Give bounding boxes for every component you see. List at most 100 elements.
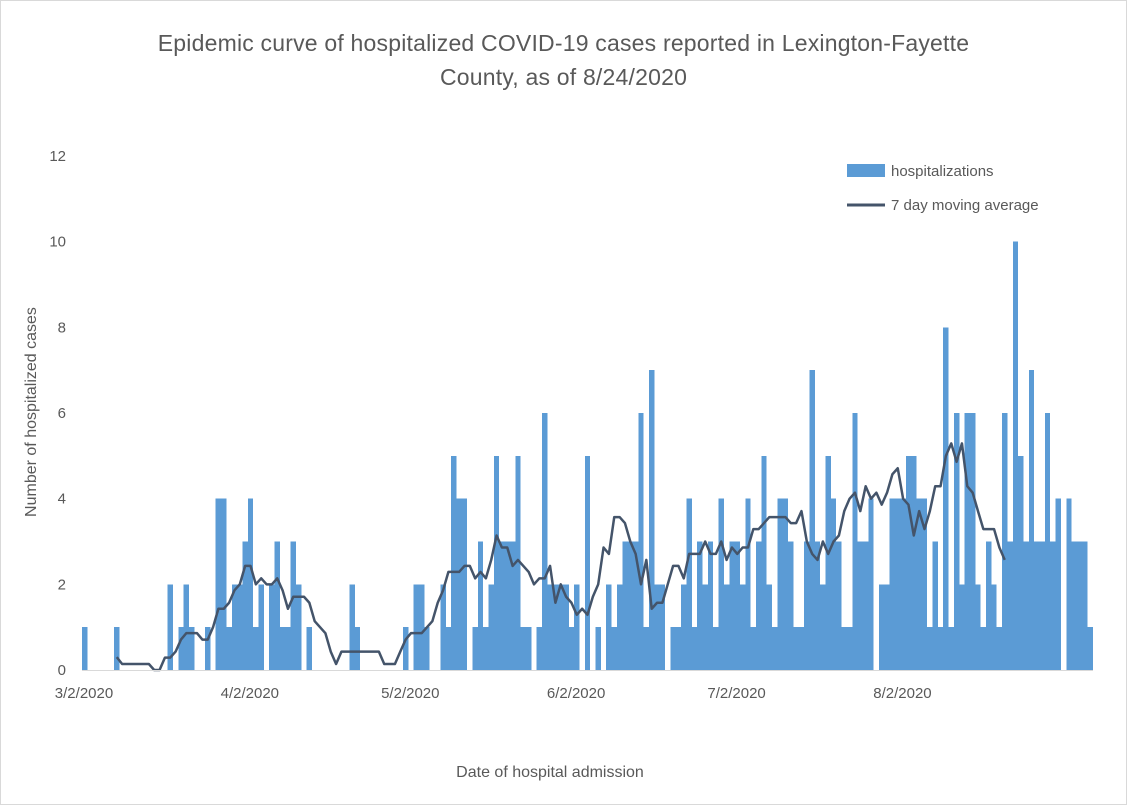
- bar-hospitalizations-176: [1023, 541, 1029, 670]
- y-tick-label-0: 0: [58, 662, 66, 679]
- bar-hospitalizations-157: [921, 498, 928, 670]
- bar-hospitalizations-159: [932, 541, 938, 670]
- bar-hospitalizations-175: [1018, 455, 1024, 670]
- bar-hospitalizations-69: [451, 455, 457, 670]
- bar-hospitalizations-156: [916, 498, 922, 670]
- bar-hospitalizations-185: [1071, 541, 1077, 670]
- bar-hospitalizations-73: [472, 627, 478, 670]
- bar-hospitalizations-76: [488, 584, 494, 670]
- bar-hospitalizations-75: [483, 627, 489, 670]
- bar-hospitalizations-64: [424, 627, 430, 670]
- bar-hospitalizations-140: [830, 498, 837, 670]
- bar-hospitalizations-100: [616, 584, 623, 670]
- bar-hospitalizations-136: [809, 370, 815, 670]
- bar-hospitalizations-74: [477, 541, 484, 670]
- bar-hospitalizations-132: [788, 541, 794, 670]
- bar-hospitalizations-150: [884, 584, 890, 670]
- bar-hospitalizations-182: [1055, 498, 1061, 670]
- bar-hospitalizations-96: [595, 627, 601, 670]
- bar-hospitalizations-177: [1028, 370, 1035, 670]
- legend: hospitalizations 7 day moving average: [847, 163, 1039, 214]
- bar-hospitalizations-71: [461, 498, 468, 670]
- bar-hospitalizations-77: [493, 455, 500, 670]
- legend-swatch-hospitalizations: [847, 164, 885, 177]
- bar-hospitalizations-146: [862, 541, 869, 670]
- bar-hospitalizations-70: [456, 498, 462, 670]
- bar-hospitalizations-19: [183, 584, 189, 670]
- legend-label-moving-average: 7 day moving average: [891, 197, 1039, 214]
- bar-hospitalizations-67: [440, 584, 446, 670]
- bar-hospitalizations-139: [825, 455, 831, 670]
- bar-hospitalizations-142: [841, 627, 847, 670]
- bar-hospitalizations-20: [188, 627, 195, 670]
- bar-hospitalizations-108: [659, 584, 666, 670]
- bar-series: [82, 241, 1093, 671]
- bar-hospitalizations-101: [622, 541, 628, 670]
- bar-hospitalizations-158: [927, 627, 933, 670]
- y-axis-ticks: 0 2 4 6 8 10 12: [49, 148, 66, 679]
- bar-hospitalizations-112: [681, 584, 687, 670]
- bar-hospitalizations-119: [718, 498, 724, 670]
- bar-hospitalizations-60: [402, 627, 409, 670]
- bar-hospitalizations-170: [991, 584, 997, 670]
- bar-hospitalizations-18: [178, 627, 184, 670]
- y-tick-label-2: 4: [58, 491, 66, 508]
- bar-hospitalizations-35: [269, 584, 275, 670]
- bar-hospitalizations-141: [836, 541, 842, 670]
- bar-hospitalizations-162: [948, 627, 954, 670]
- x-tick-label-3: 6/2/2020: [547, 685, 605, 702]
- bar-hospitalizations-115: [697, 541, 703, 670]
- bar-hospitalizations-128: [766, 584, 773, 670]
- legend-label-hospitalizations: hospitalizations: [891, 163, 994, 180]
- bar-hospitalizations-25: [215, 498, 222, 670]
- bar-hospitalizations-171: [996, 627, 1003, 670]
- chart-title: Epidemic curve of hospitalized COVID-19 …: [0, 26, 1127, 94]
- x-tick-label-0: 3/2/2020: [55, 685, 113, 702]
- bar-hospitalizations-188: [1087, 627, 1093, 670]
- bar-hospitalizations-145: [857, 541, 863, 670]
- bar-hospitalizations-26: [221, 498, 227, 670]
- bar-hospitalizations-138: [820, 584, 826, 670]
- bar-hospitalizations-91: [568, 627, 575, 670]
- bar-hospitalizations-51: [354, 627, 361, 670]
- x-tick-label-1: 4/2/2020: [221, 685, 279, 702]
- bar-hospitalizations-118: [713, 627, 719, 670]
- moving-average-line: [115, 442, 1006, 672]
- bar-hospitalizations-144: [852, 413, 858, 670]
- bar-hospitalizations-33: [258, 584, 264, 670]
- bar-hospitalizations-16: [167, 584, 173, 670]
- bar-hospitalizations-154: [905, 455, 912, 670]
- x-axis-ticks: 3/2/2020 4/2/2020 5/2/2020 6/2/2020 7/2/2020…: [55, 685, 932, 702]
- bar-hospitalizations-147: [868, 498, 874, 670]
- x-tick-label-4: 7/2/2020: [707, 685, 765, 702]
- bar-hospitalizations-86: [542, 413, 548, 670]
- bar-hospitalizations-125: [750, 627, 756, 670]
- bar-hospitalizations-42: [306, 627, 313, 670]
- bar-hospitalizations-111: [675, 627, 682, 670]
- bar-hospitalizations-82: [520, 627, 526, 670]
- bar-hospitalizations-102: [627, 541, 633, 670]
- bar-hospitalizations-120: [723, 584, 730, 670]
- bar-hospitalizations-83: [525, 627, 532, 670]
- bar-hospitalizations-31: [247, 498, 254, 670]
- bar-hospitalizations-63: [419, 584, 425, 670]
- bar-hospitalizations-89: [558, 584, 564, 670]
- bar-hospitalizations-113: [686, 498, 692, 670]
- bar-hospitalizations-135: [804, 541, 810, 670]
- bar-hospitalizations-110: [670, 627, 676, 670]
- bar-hospitalizations-23: [205, 627, 211, 670]
- bar-hospitalizations-87: [547, 584, 553, 670]
- bar-hospitalizations-166: [969, 413, 976, 670]
- bar-hospitalizations-151: [889, 498, 896, 670]
- bar-hospitalizations-161: [943, 327, 949, 670]
- bar-hospitalizations-165: [964, 413, 970, 670]
- bar-hospitalizations-149: [879, 584, 885, 670]
- bar-hospitalizations-81: [515, 455, 521, 670]
- bar-hospitalizations-36: [274, 541, 280, 670]
- bar-hospitalizations-27: [226, 627, 232, 670]
- bar-hospitalizations-126: [756, 541, 762, 670]
- bar-hospitalizations-32: [253, 627, 259, 670]
- y-tick-label-5: 10: [49, 234, 66, 251]
- bar-hospitalizations-172: [1002, 413, 1008, 670]
- bar-hospitalizations-121: [729, 541, 735, 670]
